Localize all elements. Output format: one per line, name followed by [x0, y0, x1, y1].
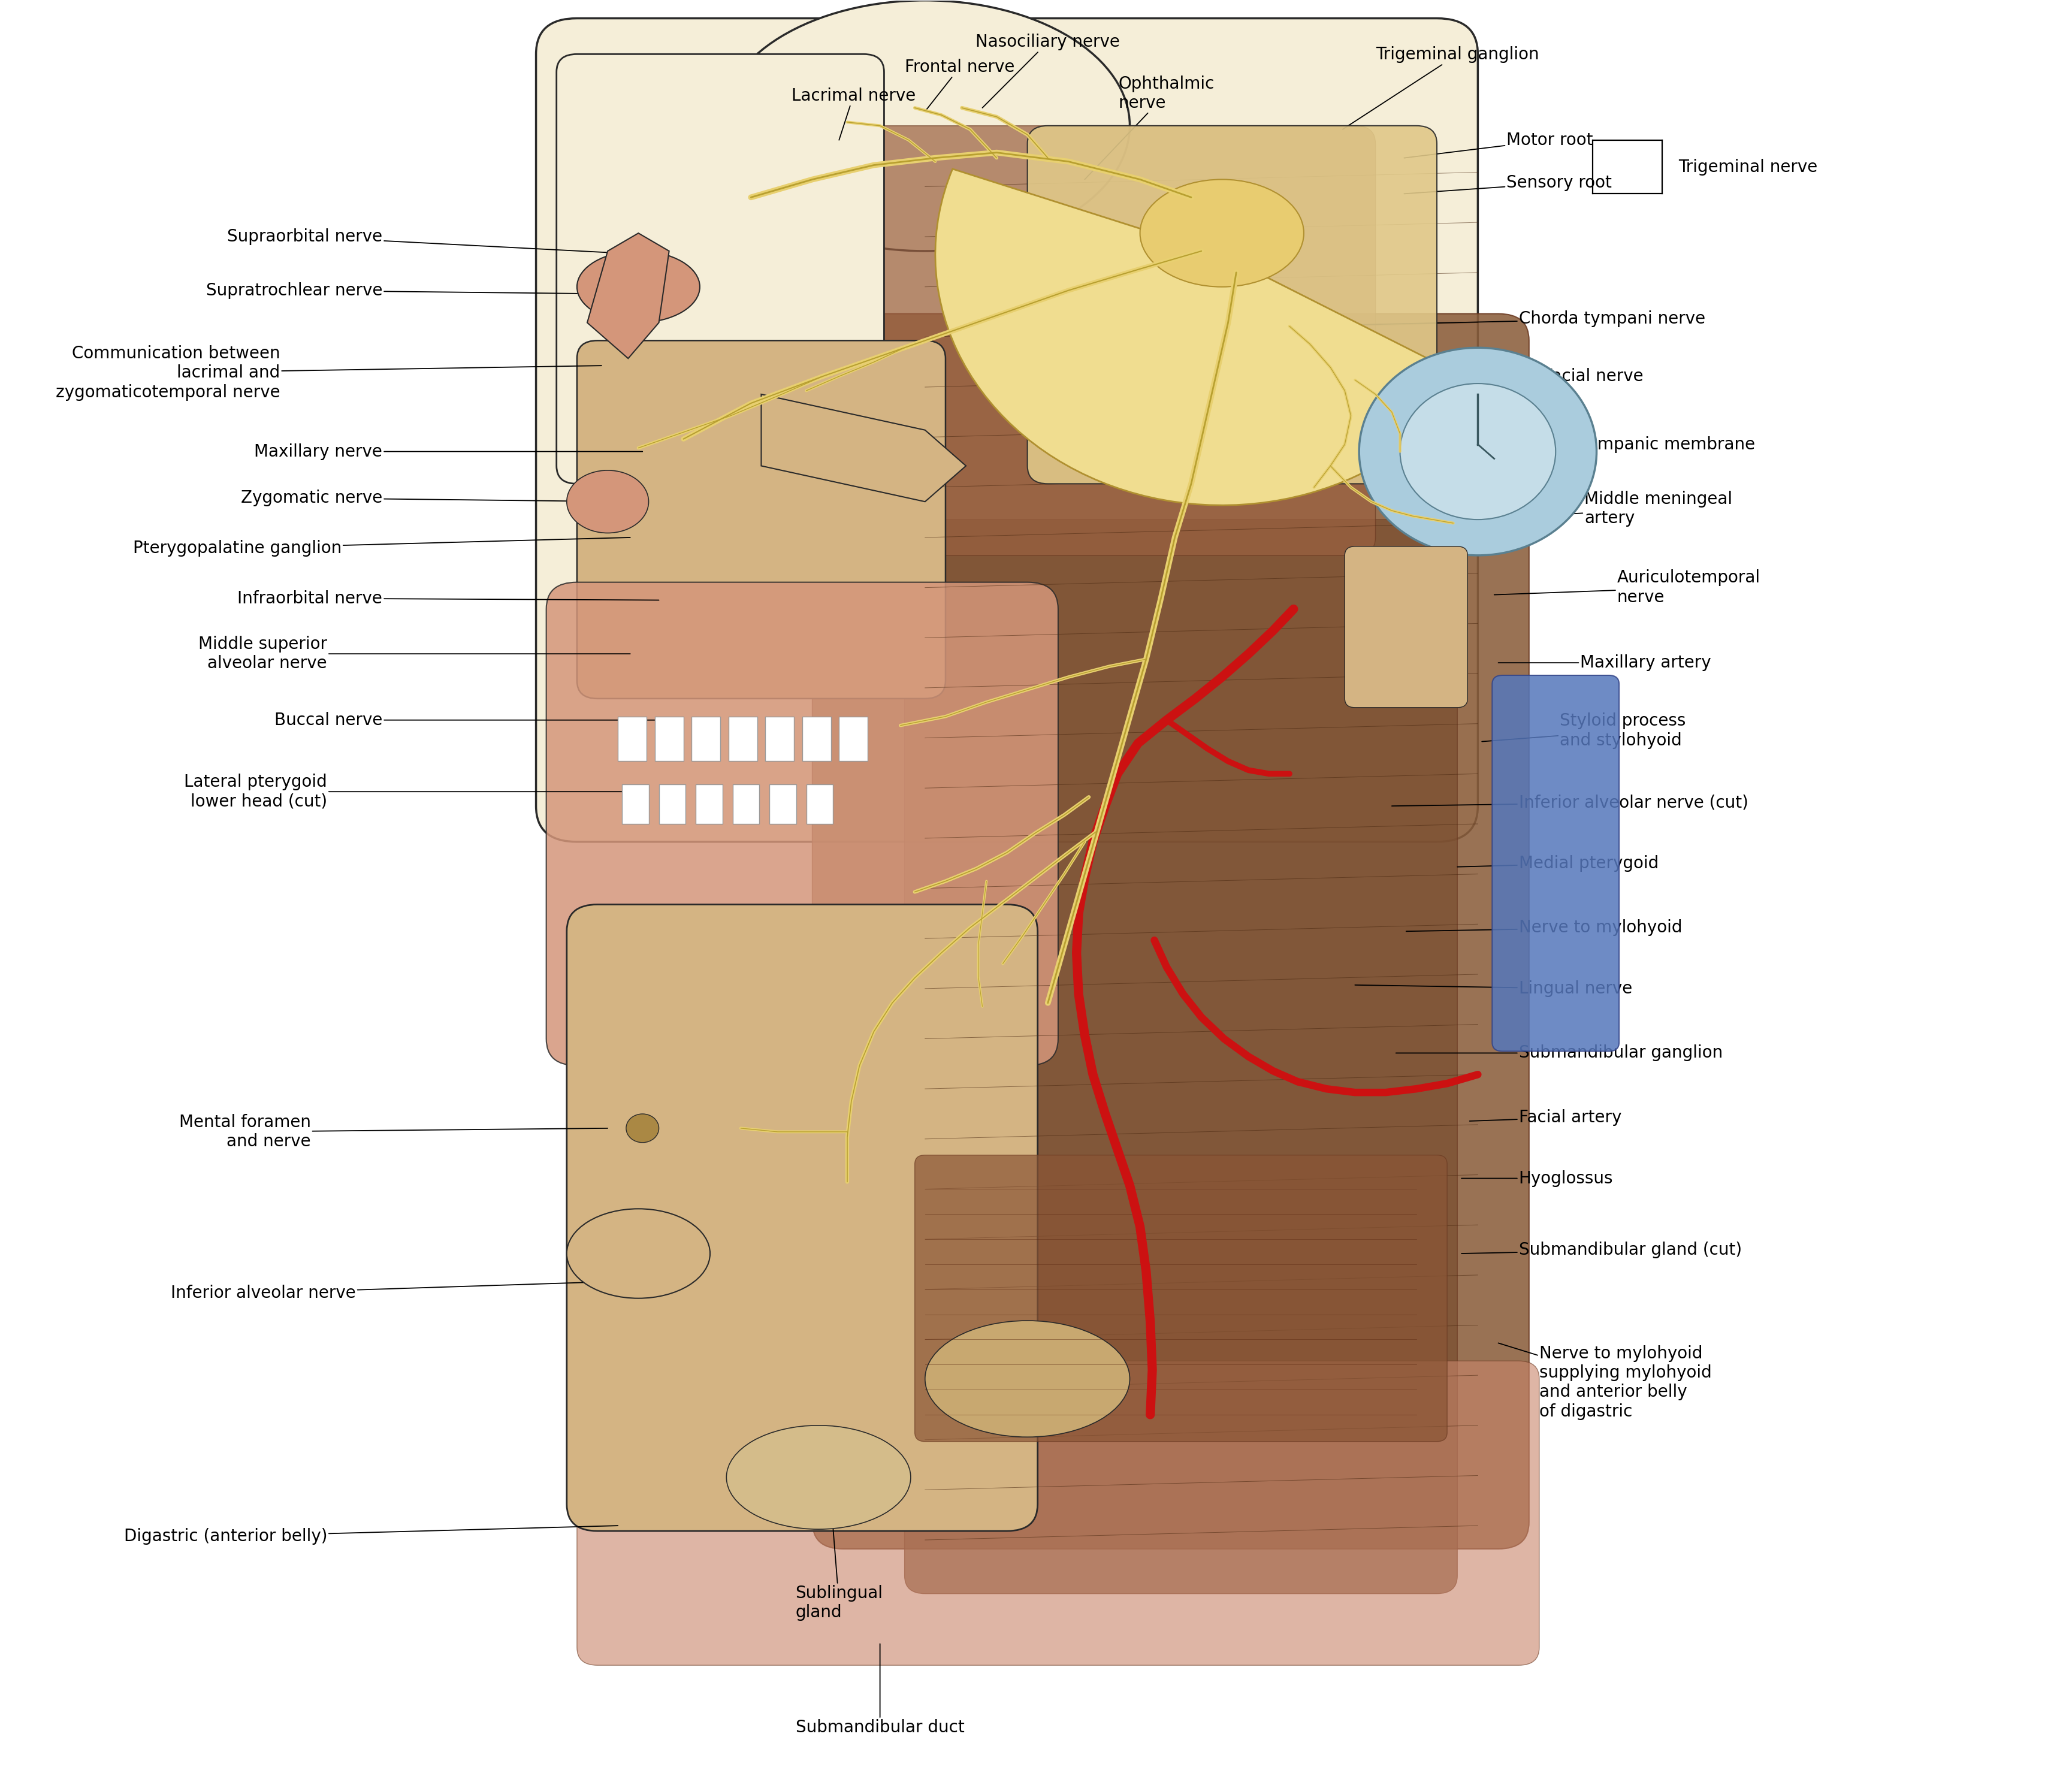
Text: Nasociliary nerve: Nasociliary nerve [976, 34, 1121, 107]
Bar [696, 784, 723, 824]
Text: Lateral pterygoid
lower head (cut): Lateral pterygoid lower head (cut) [184, 774, 628, 810]
Bar [659, 784, 686, 824]
Ellipse shape [1140, 179, 1303, 287]
Text: Styloid process
and stylohyoid: Styloid process and stylohyoid [1481, 713, 1687, 749]
Text: Maxillary nerve: Maxillary nerve [255, 442, 642, 460]
Text: Motor root: Motor root [1405, 133, 1593, 158]
FancyBboxPatch shape [576, 1361, 1539, 1666]
Text: Submandibular duct: Submandibular duct [796, 1644, 963, 1735]
Text: Frontal nerve: Frontal nerve [905, 59, 1015, 111]
Bar [802, 716, 831, 761]
Ellipse shape [721, 0, 1129, 251]
Text: Trigeminal ganglion: Trigeminal ganglion [1343, 47, 1539, 129]
Text: Infraorbital nerve: Infraorbital nerve [238, 589, 659, 607]
Bar [806, 784, 833, 824]
Text: Submandibular gland (cut): Submandibular gland (cut) [1461, 1241, 1743, 1259]
Ellipse shape [924, 1320, 1129, 1436]
Bar [839, 716, 868, 761]
Text: Middle meningeal
artery: Middle meningeal artery [1469, 491, 1732, 527]
Text: Auriculotemporal
nerve: Auriculotemporal nerve [1494, 570, 1761, 605]
Bar [622, 784, 649, 824]
Text: Sensory root: Sensory root [1405, 176, 1612, 193]
FancyBboxPatch shape [1492, 675, 1618, 1051]
FancyBboxPatch shape [812, 313, 1529, 1549]
FancyBboxPatch shape [905, 519, 1457, 1594]
Text: Nerve to mylohyoid: Nerve to mylohyoid [1407, 919, 1682, 937]
Bar [729, 716, 756, 761]
Bar [769, 784, 796, 824]
Text: Nerve to mylohyoid
supplying mylohyoid
and anterior belly
of digastric: Nerve to mylohyoid supplying mylohyoid a… [1498, 1343, 1711, 1420]
Text: Facial artery: Facial artery [1469, 1109, 1622, 1127]
Text: Supraorbital nerve: Supraorbital nerve [228, 227, 649, 254]
Text: Buccal nerve: Buccal nerve [274, 711, 655, 729]
Text: Facial nerve: Facial nerve [1355, 367, 1643, 385]
Polygon shape [760, 394, 966, 501]
Text: Communication between
lacrimal and
zygomaticotemporal nerve: Communication between lacrimal and zygom… [56, 346, 601, 401]
Circle shape [1359, 347, 1598, 555]
Text: Trigeminal nerve: Trigeminal nerve [1678, 159, 1817, 176]
Bar [617, 716, 646, 761]
Ellipse shape [568, 1209, 711, 1298]
Bar [692, 716, 721, 761]
FancyBboxPatch shape [557, 54, 885, 484]
Text: Mental foramen
and nerve: Mental foramen and nerve [178, 1114, 607, 1150]
FancyBboxPatch shape [916, 1155, 1446, 1442]
Text: Hyoglossus: Hyoglossus [1461, 1170, 1614, 1187]
Text: Lingual nerve: Lingual nerve [1355, 980, 1633, 998]
FancyBboxPatch shape [823, 125, 1376, 555]
Text: Chorda tympani nerve: Chorda tympani nerve [1289, 310, 1705, 328]
Text: Zygomatic nerve: Zygomatic nerve [240, 489, 622, 507]
Text: Supratrochlear nerve: Supratrochlear nerve [205, 281, 622, 299]
Text: Tympanic membrane: Tympanic membrane [1469, 435, 1755, 453]
Text: Maxillary artery: Maxillary artery [1498, 654, 1711, 672]
Circle shape [626, 1114, 659, 1143]
FancyBboxPatch shape [576, 340, 945, 698]
Polygon shape [586, 233, 669, 358]
FancyBboxPatch shape [1028, 125, 1436, 484]
Text: Ophthalmic
nerve: Ophthalmic nerve [1086, 75, 1214, 179]
Text: Medial pterygoid: Medial pterygoid [1457, 854, 1658, 872]
Text: Middle superior
alveolar nerve: Middle superior alveolar nerve [199, 636, 630, 672]
Text: Lacrimal nerve: Lacrimal nerve [792, 88, 916, 140]
Text: Submandibular ganglion: Submandibular ganglion [1397, 1044, 1722, 1062]
Bar [733, 784, 758, 824]
Text: Digastric (anterior belly): Digastric (anterior belly) [124, 1526, 617, 1546]
Wedge shape [934, 168, 1471, 505]
Text: Inferior alveolar nerve: Inferior alveolar nerve [170, 1281, 649, 1302]
Bar [765, 716, 794, 761]
Bar [655, 716, 684, 761]
Circle shape [1401, 383, 1556, 519]
FancyBboxPatch shape [1345, 546, 1467, 707]
FancyBboxPatch shape [537, 18, 1477, 842]
FancyBboxPatch shape [568, 904, 1038, 1531]
Text: Pterygopalatine ganglion: Pterygopalatine ganglion [133, 537, 630, 557]
Ellipse shape [568, 471, 649, 534]
Text: Inferior alveolar nerve (cut): Inferior alveolar nerve (cut) [1392, 793, 1749, 811]
Ellipse shape [727, 1426, 912, 1530]
FancyBboxPatch shape [547, 582, 1059, 1066]
Text: Sublingual
gland: Sublingual gland [796, 1501, 883, 1621]
Ellipse shape [576, 251, 700, 322]
